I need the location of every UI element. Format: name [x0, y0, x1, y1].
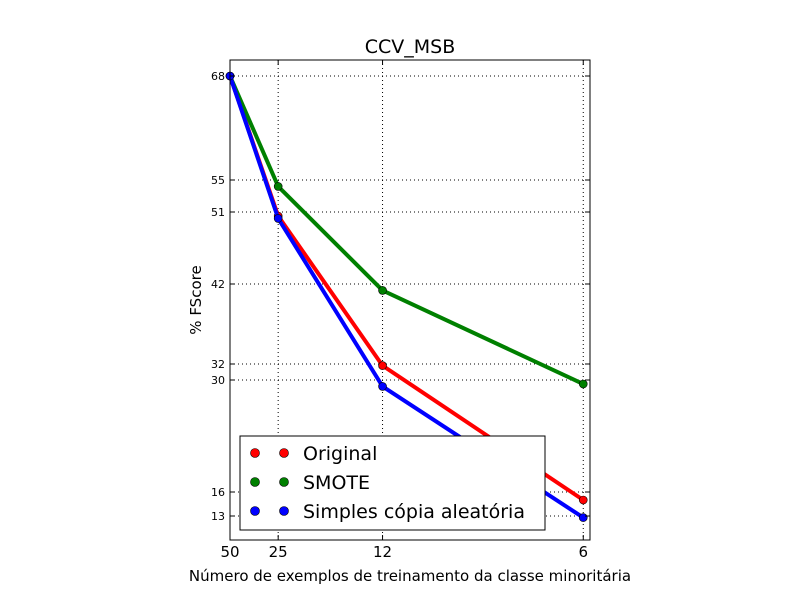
series-line — [228, 75, 585, 386]
legend-entry: Original — [250, 443, 377, 465]
x-tick-label: 50 — [220, 543, 239, 561]
legend-frame — [239, 435, 546, 531]
x-tick-label: 25 — [269, 543, 288, 561]
legend-label: Simples cópia aleatória — [303, 501, 525, 523]
y-tick-label: 30 — [211, 374, 225, 387]
data-point — [378, 361, 387, 370]
data-point — [578, 379, 588, 389]
legend-marker — [250, 448, 260, 458]
legend-label: SMOTE — [303, 472, 370, 494]
legend-marker — [279, 448, 289, 458]
legend-entry: SMOTE — [250, 472, 370, 494]
data-point — [273, 214, 283, 223]
x-tick-label: 12 — [373, 543, 392, 561]
legend-marker — [279, 477, 289, 487]
x-tick-label: 6 — [578, 543, 588, 561]
y-tick-label: 42 — [211, 278, 225, 291]
chart-title: CCV_MSB — [365, 36, 456, 58]
legend: Original SMOTE Simples cópia aleatória — [239, 435, 546, 531]
y-axis-label: % FScore — [187, 265, 205, 334]
plot-frame — [229, 59, 591, 541]
y-tick-label: 55 — [211, 174, 225, 187]
ticks: 50 25 12 6 68 55 51 42 32 30 16 13 — [211, 60, 590, 561]
legend-entry: Simples cópia aleatória — [250, 501, 525, 523]
data-point — [378, 286, 387, 295]
series-1 — [225, 71, 588, 389]
x-axis-label: Número de exemplos de treinamento da cla… — [189, 567, 631, 585]
data-point — [273, 182, 283, 191]
legend-marker — [250, 506, 260, 516]
y-tick-label: 16 — [211, 486, 225, 499]
y-tick-label: 32 — [211, 358, 225, 371]
y-tick-label: 51 — [211, 206, 225, 219]
legend-marker — [279, 506, 289, 516]
legend-marker — [250, 477, 260, 487]
y-tick-label: 68 — [211, 70, 225, 83]
data-point — [578, 513, 588, 522]
y-tick-label: 13 — [211, 510, 225, 523]
data-point — [578, 495, 588, 505]
legend-label: Original — [303, 443, 377, 465]
data-point — [378, 382, 387, 391]
